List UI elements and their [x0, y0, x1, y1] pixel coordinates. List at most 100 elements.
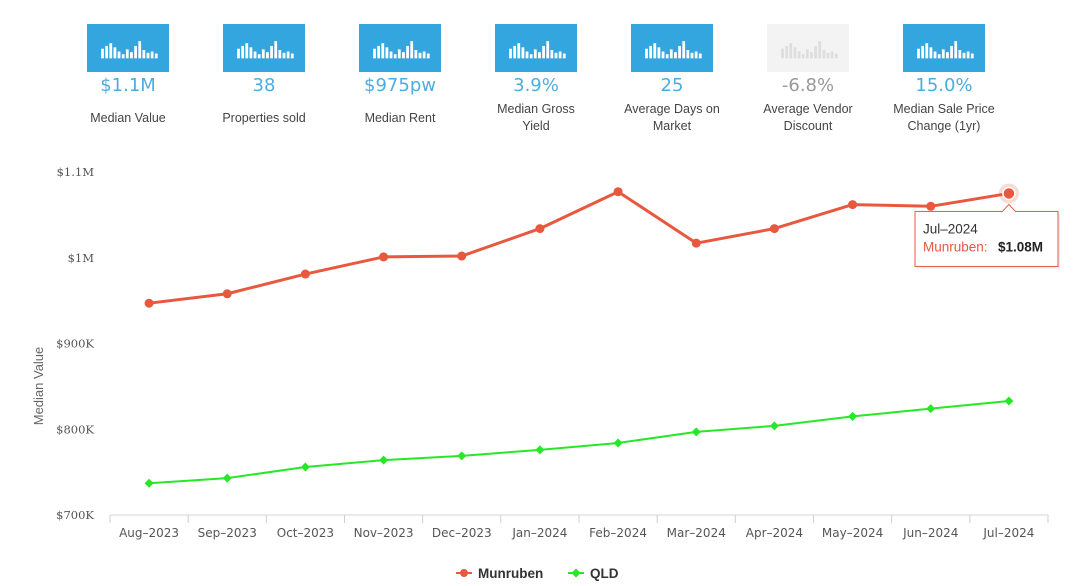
legend-item-munruben[interactable]: Munruben — [456, 566, 543, 581]
stat-value: 25 — [660, 75, 684, 96]
x-tick-label: Jan–2024 — [511, 526, 567, 540]
stat-label: Average Days on Market — [604, 101, 740, 135]
tooltip-arrow — [1001, 203, 1017, 213]
icon-bar — [682, 41, 686, 59]
stat-label: Median Gross Yield — [468, 101, 604, 135]
stat-label: Average Vendor Discount — [740, 101, 876, 135]
icon-bar — [657, 47, 661, 59]
data-point-munruben[interactable] — [926, 201, 936, 211]
icon-bar — [781, 48, 784, 59]
data-point-qld[interactable] — [457, 451, 467, 461]
x-tick-label: Sep–2023 — [198, 526, 257, 540]
icon-bar — [826, 52, 830, 59]
series-line-qld — [149, 399, 1010, 485]
stat-median-gross-yield[interactable]: 3.9% Median Gross Yield — [468, 24, 604, 135]
data-point-qld[interactable] — [926, 404, 936, 414]
data-point-munruben[interactable] — [300, 269, 310, 279]
data-point-qld[interactable] — [300, 462, 310, 472]
stat-label-line: Average Days on — [624, 102, 720, 116]
icon-bar — [373, 48, 376, 59]
icon-bar — [130, 52, 133, 59]
legend-label: QLD — [590, 566, 619, 581]
data-point-munruben[interactable] — [535, 224, 545, 234]
tooltip-series-label: Munruben: — [923, 239, 988, 254]
stat-median-rent[interactable]: $975pw Median Rent — [332, 24, 468, 127]
legend-marker — [460, 569, 468, 577]
bar-chart-icon — [631, 24, 713, 72]
icon-bar — [542, 45, 545, 59]
stat-label-line: Change (1yr) — [907, 119, 981, 133]
data-point-qld[interactable] — [222, 473, 232, 483]
icon-bar — [121, 54, 125, 59]
stat-properties-sold[interactable]: 38 Properties sold — [196, 24, 332, 127]
icon-bar — [562, 53, 566, 59]
icon-bar — [550, 50, 554, 59]
icon-bar — [150, 51, 154, 59]
hover-point[interactable] — [1002, 186, 1016, 201]
data-point-munruben[interactable] — [379, 252, 389, 262]
stat-label: Median Value — [90, 111, 166, 125]
icon-bar — [406, 45, 409, 59]
bar-chart-icon — [87, 24, 169, 72]
data-point-qld[interactable] — [848, 411, 858, 421]
icon-bar — [962, 52, 966, 59]
plot-area — [144, 187, 1014, 488]
icon-bar — [290, 53, 294, 59]
icon-bar — [389, 51, 393, 59]
stat-average-days-on-market[interactable]: 25 Average Days on Market — [604, 24, 740, 135]
stat-label-line: Median Sale Price — [893, 102, 995, 116]
data-point-munruben[interactable] — [691, 238, 701, 248]
data-point-munruben[interactable] — [144, 298, 154, 308]
icon-bar — [797, 51, 801, 59]
stat-label: Median Sale Price Change (1yr) — [876, 101, 1012, 135]
icon-bar — [686, 50, 690, 59]
data-point-munruben[interactable] — [457, 251, 467, 261]
icon-bar — [253, 51, 257, 59]
data-point-munruben[interactable] — [613, 187, 623, 197]
icon-bar — [282, 52, 286, 59]
median-value-line-chart[interactable]: $700K $800K $900K $1M $1.1M Aug–2023 Sep–2023… — [0, 150, 1080, 586]
bar-chart-icon-graphic — [645, 41, 702, 59]
data-point-munruben[interactable] — [769, 224, 779, 234]
icon-bar — [818, 41, 822, 59]
stat-average-vendor-discount[interactable]: -6.8% Average Vendor Discount — [740, 24, 876, 135]
icon-bar — [665, 54, 669, 59]
icon-bar — [142, 50, 146, 59]
icon-bar — [245, 43, 249, 59]
bar-chart-icon — [903, 24, 985, 72]
bar-chart-icon-graphic — [781, 41, 838, 59]
legend-item-qld[interactable]: QLD — [568, 566, 619, 581]
icon-bar — [958, 50, 962, 59]
data-point-qld[interactable] — [769, 421, 779, 431]
icon-bar — [422, 51, 426, 59]
stat-value: $975pw — [364, 75, 436, 96]
icon-bar — [257, 54, 261, 59]
data-point-qld[interactable] — [613, 438, 623, 448]
data-point-munruben[interactable] — [222, 289, 232, 299]
x-tick-label: Oct–2023 — [277, 526, 334, 540]
icon-bar — [249, 47, 253, 59]
x-tick-label: May–2024 — [822, 526, 883, 540]
data-point-qld[interactable] — [144, 478, 154, 488]
stat-value: 15.0% — [915, 75, 973, 96]
icon-bar — [966, 51, 970, 59]
icon-bar — [278, 50, 282, 59]
stat-median-value[interactable]: $1.1M Median Value — [60, 24, 196, 127]
icon-bar — [402, 52, 405, 59]
stat-value: $1.1M — [100, 75, 156, 96]
icon-bar — [929, 47, 933, 59]
stat-median-sale-price-change[interactable]: 15.0% Median Sale Price Change (1yr) — [876, 24, 1012, 135]
data-point-qld[interactable] — [535, 445, 545, 455]
icon-bar — [678, 45, 681, 59]
x-tick-label: Aug–2023 — [119, 526, 179, 540]
data-point-qld[interactable] — [691, 427, 701, 437]
icon-bar — [270, 45, 273, 59]
data-point-qld[interactable] — [1004, 396, 1014, 406]
icon-bar — [801, 54, 805, 59]
data-point-munruben[interactable] — [848, 200, 858, 210]
x-tick-label: Jun–2024 — [902, 526, 958, 540]
icon-bar — [525, 51, 529, 59]
icon-bar — [377, 45, 381, 59]
data-point-qld[interactable] — [379, 455, 389, 465]
y-tick-label: $1.1M — [57, 165, 95, 179]
